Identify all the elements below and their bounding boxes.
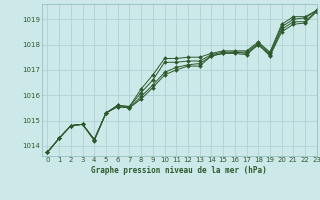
X-axis label: Graphe pression niveau de la mer (hPa): Graphe pression niveau de la mer (hPa) xyxy=(91,166,267,175)
